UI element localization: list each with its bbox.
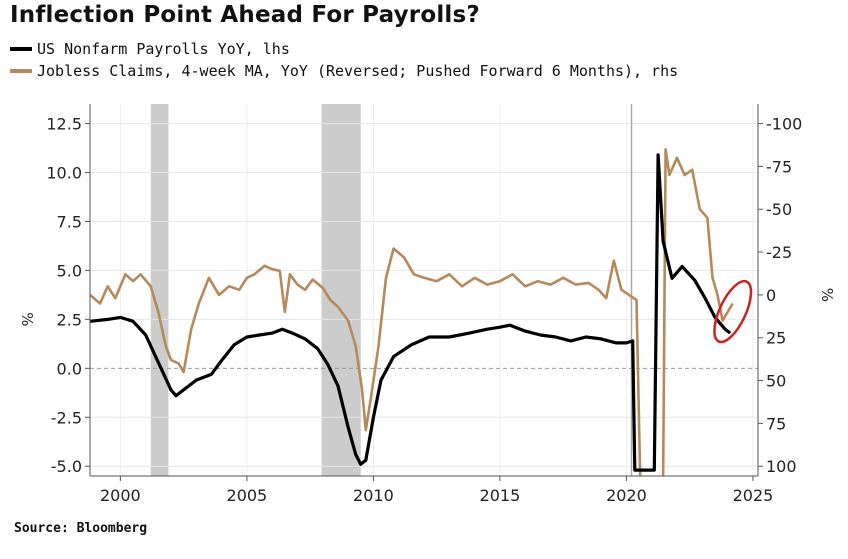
right-tick-label-8: 100 (766, 457, 797, 476)
left-tick-label-4: 2.5 (57, 310, 82, 329)
right-tick-label-6: 50 (766, 372, 786, 391)
right-tick-label-2: -50 (766, 200, 792, 219)
left-tick-label-2: 7.5 (57, 212, 82, 231)
series-line-jobless-claims (90, 148, 734, 476)
left-tick-label-0: 12.5 (46, 115, 82, 134)
highlight-circle (713, 279, 753, 344)
left-tick-label-3: 5.0 (57, 261, 82, 280)
source-note: Source: Bloomberg (14, 521, 148, 536)
right-tick-label-0: -100 (766, 115, 802, 134)
left-tick-label-5: 0.0 (57, 359, 82, 378)
legend-item-claims: Jobless Claims, 4-week MA, YoY (Reversed… (10, 60, 678, 82)
left-tick-label-6: -2.5 (51, 408, 82, 427)
x-tick-label-2: 2010 (353, 486, 394, 505)
left-axis-unit: % (18, 312, 36, 326)
legend-label-claims: Jobless Claims, 4-week MA, YoY (Reversed… (37, 62, 679, 80)
right-axis-unit: % (818, 288, 836, 302)
legend: US Nonfarm Payrolls YoY, lhs Jobless Cla… (10, 38, 678, 82)
right-tick-label-7: 75 (766, 414, 786, 433)
chart-title: Inflection Point Ahead For Payrolls? (10, 2, 480, 28)
x-tick-label-5: 2025 (733, 486, 774, 505)
legend-item-payrolls: US Nonfarm Payrolls YoY, lhs (10, 38, 678, 60)
recession-band-1 (321, 104, 361, 476)
right-tick-label-5: 25 (766, 329, 786, 348)
left-tick-label-7: -5.0 (51, 457, 82, 476)
right-tick-label-4: 0 (766, 286, 776, 305)
x-tick-label-3: 2015 (480, 486, 521, 505)
x-tick-label-1: 2005 (227, 486, 268, 505)
series-line-payrolls (90, 153, 732, 472)
right-tick-label-1: -75 (766, 157, 792, 176)
x-tick-label-4: 2020 (606, 486, 647, 505)
left-tick-label-1: 10.0 (46, 164, 82, 183)
right-tick-label-3: -25 (766, 243, 792, 262)
legend-swatch-claims (10, 69, 32, 73)
recession-band-0 (150, 104, 169, 476)
x-tick-label-0: 2000 (100, 486, 141, 505)
legend-swatch-payrolls (10, 47, 32, 51)
legend-label-payrolls: US Nonfarm Payrolls YoY, lhs (37, 40, 290, 58)
